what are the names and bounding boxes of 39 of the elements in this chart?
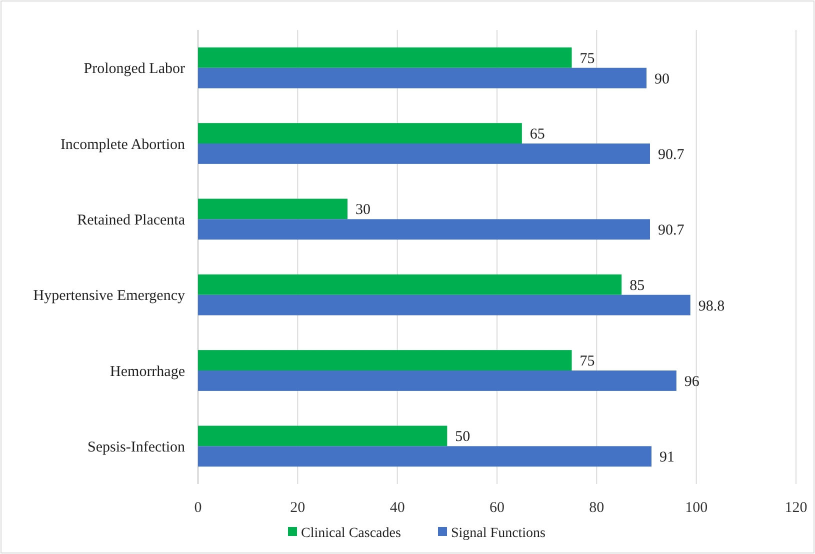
bar [198,350,572,370]
bar [198,219,650,240]
x-tick-label: 20 [290,500,306,516]
data-label: 65 [530,126,545,143]
data-label: 98.8 [698,298,725,314]
bar [198,144,650,164]
data-label: 90.7 [658,146,685,163]
data-label: 91 [659,450,674,466]
x-tick-label: 0 [194,500,202,516]
data-label: 50 [455,429,470,446]
x-tick-label: 100 [685,500,708,516]
data-label: 30 [356,202,370,218]
y-tick-label: Retained Placenta [77,212,186,228]
bar [198,198,348,220]
bar [198,47,572,68]
bar [198,123,522,144]
bar [198,446,652,467]
bar [198,68,646,88]
y-tick-label: Incomplete Abortion [60,136,186,153]
y-tick-label: Prolonged Labor [84,61,185,78]
legend-label: Clinical Cascades [301,526,401,541]
y-tick-label: Sepsis-Infection [88,439,186,456]
data-label: 85 [630,278,645,294]
x-tick-label: 40 [390,500,405,516]
data-label: 75 [580,50,595,67]
x-tick-label: 80 [589,500,604,516]
legend-label: Signal Functions [451,526,546,541]
bar [198,426,448,446]
x-tick-label: 60 [490,500,504,516]
bar [198,370,676,391]
bar [198,294,690,316]
y-tick-label: Hemorrhage [110,364,186,380]
data-label: 75 [580,354,595,370]
x-tick-label: 120 [784,500,808,516]
data-label: 96 [684,374,700,390]
data-label: 90.7 [658,222,685,239]
data-label: 90 [654,71,670,88]
y-tick-label: Hypertensive Emergency [33,288,186,304]
bar [198,274,622,295]
